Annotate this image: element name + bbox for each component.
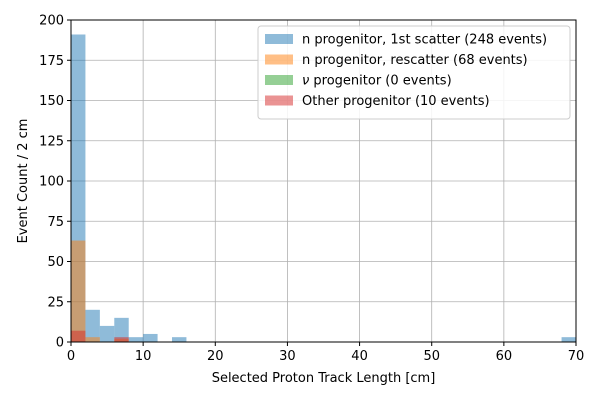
- x-axis-label: Selected Proton Track Length [cm]: [212, 371, 436, 386]
- y-tick-label: 150: [39, 94, 64, 109]
- histogram-bar-series-0: [172, 337, 187, 342]
- y-tick-label: 25: [47, 295, 64, 310]
- y-axis-label: Event Count / 2 cm: [16, 119, 31, 244]
- legend: n progenitor, 1st scatter (248 events) n …: [257, 25, 571, 120]
- x-tick-label: 10: [135, 349, 152, 364]
- legend-box: [257, 25, 571, 120]
- histogram-bar-series-0: [561, 337, 576, 342]
- x-tick-label: 40: [351, 349, 368, 364]
- histogram-bar-series-1: [71, 240, 86, 342]
- histogram-bar-series-3: [71, 330, 86, 342]
- y-tick-label: 125: [39, 134, 64, 149]
- x-tick-label: 70: [568, 349, 585, 364]
- y-tick-label: 75: [47, 215, 64, 230]
- x-tick-label: 50: [423, 349, 440, 364]
- y-tick-label: 200: [39, 14, 64, 29]
- histogram-bar-series-0: [143, 333, 158, 342]
- y-tick-label: 100: [39, 175, 64, 190]
- histogram-bar-series-0: [85, 309, 100, 342]
- histogram-bar-series-3: [114, 337, 129, 342]
- histogram-bars: [71, 34, 576, 343]
- x-tick-label: 20: [207, 349, 224, 364]
- y-tick-label: 50: [47, 255, 64, 270]
- x-tick-label: 30: [279, 349, 296, 364]
- x-tick-label: 0: [67, 349, 75, 364]
- legend-entry-label: n progenitor, 1st scatter (248 events): [302, 33, 547, 48]
- y-tick-label: 175: [39, 54, 64, 69]
- histogram-bar-series-0: [128, 337, 144, 342]
- axis-ticks: 0 10 20 30 40 50 60 70 0 25 50 75 100 125 150 175 200: [39, 14, 584, 365]
- legend-swatch: [265, 34, 293, 44]
- histogram-bar-series-0: [99, 325, 115, 342]
- legend-entry-label: n progenitor, rescatter (68 events): [302, 53, 528, 68]
- histogram-bar-series-1: [85, 337, 100, 342]
- x-tick-label: 60: [496, 349, 513, 364]
- legend-swatch: [265, 75, 293, 85]
- y-tick-label: 0: [56, 336, 64, 351]
- histogram-bar-series-0: [114, 317, 129, 342]
- legend-entry-label: Other progenitor (10 events): [302, 94, 490, 109]
- legend-entry-label: ν progenitor (0 events): [302, 74, 452, 89]
- legend-swatch: [265, 95, 293, 106]
- legend-swatch: [265, 54, 293, 65]
